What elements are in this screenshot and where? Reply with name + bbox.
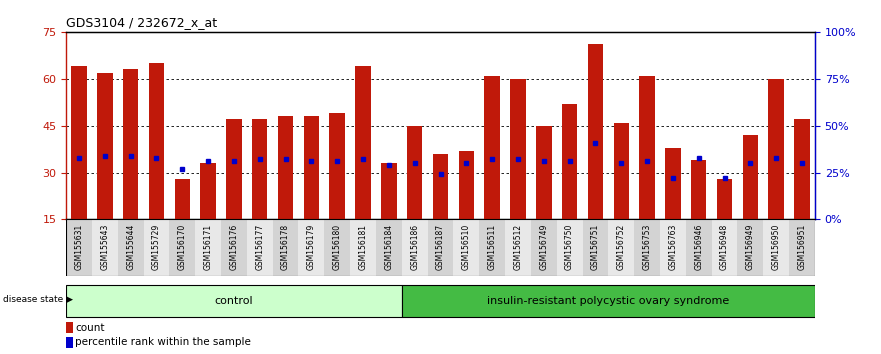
Text: disease state ▶: disease state ▶: [4, 295, 73, 304]
Text: percentile rank within the sample: percentile rank within the sample: [76, 337, 251, 348]
Text: GSM156179: GSM156179: [307, 224, 316, 270]
Bar: [685, 219, 712, 276]
Bar: [221, 219, 247, 276]
Bar: [588, 44, 603, 219]
Bar: [433, 154, 448, 219]
Bar: [299, 219, 324, 276]
Bar: [454, 219, 479, 276]
Text: GSM156176: GSM156176: [229, 224, 239, 270]
Bar: [402, 285, 815, 317]
Text: GSM156187: GSM156187: [436, 224, 445, 270]
Bar: [278, 116, 293, 219]
Text: GSM156510: GSM156510: [462, 224, 470, 270]
Bar: [763, 219, 789, 276]
Bar: [795, 119, 810, 219]
Bar: [66, 285, 402, 317]
Bar: [613, 122, 629, 219]
Bar: [479, 219, 505, 276]
Bar: [174, 179, 190, 219]
Bar: [768, 79, 784, 219]
Bar: [536, 126, 552, 219]
Bar: [324, 219, 350, 276]
Text: GSM156751: GSM156751: [591, 224, 600, 270]
Bar: [272, 219, 299, 276]
Bar: [196, 219, 221, 276]
Text: GSM156512: GSM156512: [514, 224, 522, 270]
Text: GSM155644: GSM155644: [126, 224, 135, 270]
Bar: [355, 66, 371, 219]
Text: GSM156170: GSM156170: [178, 224, 187, 270]
Bar: [609, 219, 634, 276]
Bar: [66, 219, 92, 276]
Text: control: control: [215, 296, 253, 306]
Bar: [376, 219, 402, 276]
Text: GSM156171: GSM156171: [204, 224, 212, 270]
Bar: [737, 219, 763, 276]
Text: GSM156177: GSM156177: [255, 224, 264, 270]
Text: GSM156749: GSM156749: [539, 224, 548, 270]
Bar: [427, 219, 454, 276]
Text: GSM156950: GSM156950: [772, 224, 781, 270]
Bar: [640, 76, 655, 219]
Bar: [660, 219, 685, 276]
Text: GSM155631: GSM155631: [75, 224, 84, 270]
Text: GSM156180: GSM156180: [333, 224, 342, 270]
Text: count: count: [76, 322, 105, 332]
Bar: [789, 219, 815, 276]
Bar: [743, 135, 759, 219]
Bar: [712, 219, 737, 276]
Bar: [252, 119, 268, 219]
Bar: [459, 151, 474, 219]
Bar: [118, 219, 144, 276]
Text: GSM156949: GSM156949: [746, 224, 755, 270]
Text: GSM156763: GSM156763: [669, 224, 677, 270]
Bar: [66, 337, 73, 348]
Bar: [92, 219, 118, 276]
Bar: [200, 163, 216, 219]
Bar: [582, 219, 609, 276]
Text: GSM156951: GSM156951: [797, 224, 806, 270]
Bar: [169, 219, 196, 276]
Bar: [691, 160, 707, 219]
Bar: [304, 116, 319, 219]
Bar: [71, 66, 86, 219]
Text: GSM155729: GSM155729: [152, 224, 161, 270]
Bar: [350, 219, 376, 276]
Bar: [407, 126, 422, 219]
Text: GSM156750: GSM156750: [565, 224, 574, 270]
Text: GSM156181: GSM156181: [359, 224, 367, 270]
Bar: [329, 113, 345, 219]
Text: GSM156178: GSM156178: [281, 224, 290, 270]
Bar: [149, 63, 164, 219]
Text: GSM156948: GSM156948: [720, 224, 729, 270]
Bar: [557, 219, 582, 276]
Text: insulin-resistant polycystic ovary syndrome: insulin-resistant polycystic ovary syndr…: [487, 296, 729, 306]
Bar: [505, 219, 531, 276]
Bar: [402, 219, 427, 276]
Text: GDS3104 / 232672_x_at: GDS3104 / 232672_x_at: [66, 16, 218, 29]
Bar: [247, 219, 272, 276]
Text: GSM156511: GSM156511: [488, 224, 497, 270]
Text: GSM156184: GSM156184: [384, 224, 393, 270]
Bar: [97, 73, 113, 219]
Bar: [717, 179, 732, 219]
Bar: [144, 219, 169, 276]
Bar: [381, 163, 396, 219]
Text: GSM155643: GSM155643: [100, 224, 109, 270]
Bar: [562, 104, 577, 219]
Text: GSM156946: GSM156946: [694, 224, 703, 270]
Text: GSM156753: GSM156753: [642, 224, 652, 270]
Bar: [634, 219, 660, 276]
Bar: [122, 69, 138, 219]
Bar: [485, 76, 500, 219]
Bar: [531, 219, 557, 276]
Text: GSM156752: GSM156752: [617, 224, 626, 270]
Text: GSM156186: GSM156186: [411, 224, 419, 270]
Bar: [66, 322, 73, 333]
Bar: [226, 119, 241, 219]
Bar: [510, 79, 526, 219]
Bar: [665, 148, 681, 219]
